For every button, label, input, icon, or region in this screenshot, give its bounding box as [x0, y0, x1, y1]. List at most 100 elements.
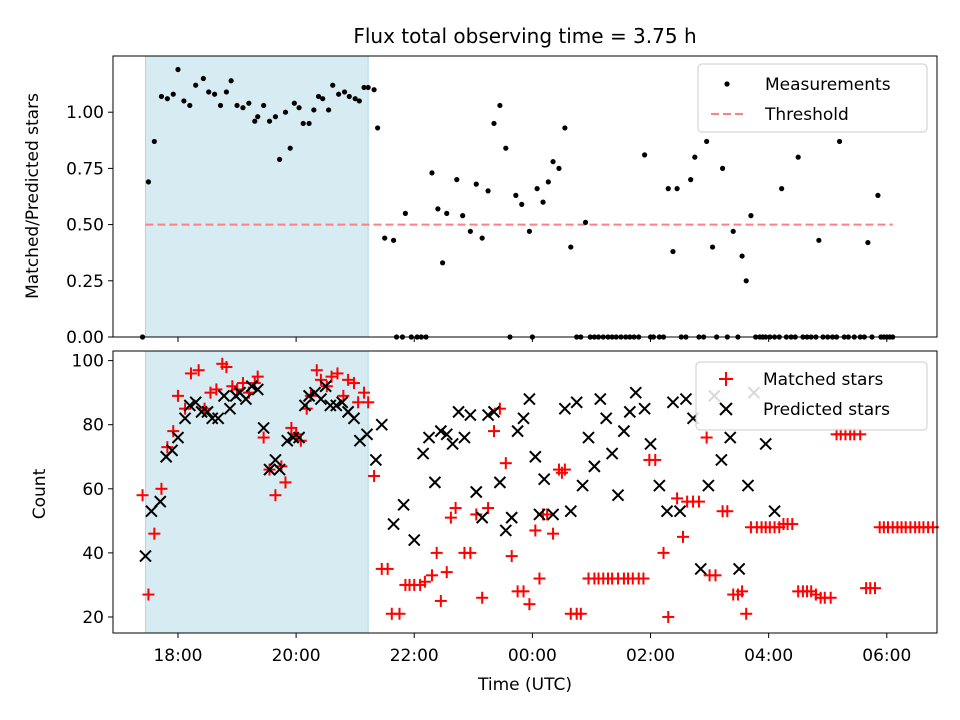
measurement-point	[341, 89, 348, 95]
measurement-point	[670, 248, 676, 255]
y-tick-label: 20	[82, 608, 104, 628]
x-tick-label: 06:00	[862, 646, 911, 666]
measurement-point	[460, 213, 466, 219]
measurement-point	[454, 177, 460, 183]
predicted-star-point	[481, 408, 495, 422]
predicted-star-point	[201, 405, 214, 419]
matched-star-point	[671, 492, 684, 505]
measurement-point	[503, 145, 509, 151]
predicted-star-point	[408, 533, 421, 547]
matched-star-point	[331, 367, 344, 380]
measurement-point	[467, 228, 473, 234]
predicted-star-point	[245, 380, 259, 393]
predicted-star-point	[171, 431, 185, 444]
y-tick-label: 40	[82, 544, 104, 564]
measurement-point	[642, 152, 648, 158]
measurement-point	[545, 179, 551, 185]
predicted-star-point	[558, 402, 572, 415]
predicted-star-point	[694, 562, 707, 576]
matched-star-point	[499, 457, 512, 470]
predicted-star-point	[314, 392, 328, 406]
predicted-star-point	[533, 508, 546, 521]
predicted-star-point	[724, 431, 737, 444]
x-tick-label: 00:00	[508, 646, 557, 666]
measurement-point	[719, 165, 726, 171]
matched-star-point	[649, 453, 662, 466]
y-tick-label: 0.00	[66, 328, 104, 348]
measurement-point	[315, 93, 322, 100]
matched-star-point	[662, 610, 675, 623]
measurement-point	[320, 96, 326, 102]
measurement-point	[276, 156, 283, 163]
measurement-point	[228, 78, 234, 84]
y-tick-label: 0.50	[66, 216, 104, 236]
measurement-point	[175, 66, 181, 73]
predicted-star-point	[464, 408, 477, 422]
predicted-star-point	[653, 479, 666, 492]
measurement-point	[748, 213, 754, 219]
matched-star-point	[179, 402, 192, 415]
matched-star-point	[142, 588, 155, 601]
predicted-star-point	[335, 396, 349, 409]
measurement-point	[665, 186, 671, 192]
measurement-point	[402, 210, 408, 216]
matched-star-point	[251, 370, 264, 383]
matched-star-point	[236, 377, 249, 390]
top-panel: Flux total observing time = 3.75 h 0.000…	[23, 24, 938, 348]
y-tick-label: 60	[82, 480, 104, 500]
measurement-point	[390, 237, 397, 243]
measurement-point	[479, 235, 485, 241]
y-axis-ticks: 0.00 0.25 0.50 0.75 1.00	[66, 103, 113, 348]
matched-star-point	[393, 607, 406, 620]
measurement-point	[519, 201, 525, 207]
legend-box	[695, 361, 928, 431]
matched-star-point	[368, 469, 381, 482]
predicted-star-point	[324, 399, 337, 412]
predicted-star-point	[768, 505, 781, 518]
matched-star-point	[740, 607, 753, 620]
matched-star-point	[210, 383, 223, 396]
predicted-star-point	[139, 549, 152, 563]
matched-star-point	[418, 575, 431, 588]
predicted-star-point	[629, 386, 642, 399]
matched-star-point	[161, 441, 174, 454]
chart-title: Flux total observing time = 3.75 h	[353, 24, 696, 48]
measurement-point	[145, 179, 152, 185]
matched-star-point	[184, 367, 197, 380]
predicted-star-point	[302, 389, 316, 403]
daylight-span	[144, 350, 369, 634]
matched-star-point	[434, 594, 447, 607]
measurement-point	[473, 181, 479, 187]
predicted-star-point	[715, 453, 728, 467]
matched-star-point	[425, 569, 438, 582]
predicted-star-point	[178, 412, 192, 425]
predicted-star-point	[611, 488, 625, 502]
y-tick-label: 100	[72, 352, 104, 372]
predicted-star-point	[298, 399, 312, 412]
measurement-point	[704, 138, 710, 145]
predicted-star-point	[582, 431, 595, 444]
measurement-point	[875, 192, 881, 198]
predicted-star-point	[369, 453, 383, 467]
measurement-point	[300, 120, 306, 127]
measurement-point	[688, 177, 694, 183]
measurement-point	[429, 170, 435, 176]
predicted-star-point	[347, 412, 361, 425]
predicted-star-point	[505, 511, 518, 524]
measurement-point	[266, 118, 273, 124]
predicted-star-point	[666, 396, 680, 409]
predicted-star-point	[499, 524, 513, 537]
predicted-star-point	[529, 450, 542, 463]
matched-star-point	[155, 482, 168, 495]
matched-star-point	[449, 502, 462, 515]
measurement-point	[325, 107, 332, 113]
predicted-star-point	[211, 412, 225, 425]
measurement-point	[709, 244, 716, 250]
matched-star-point	[192, 364, 205, 377]
matched-star-point	[362, 396, 375, 409]
matched-star-point	[285, 421, 298, 434]
measurement-point	[435, 206, 441, 212]
matched-star-point	[558, 463, 571, 476]
matched-star-point	[868, 582, 881, 595]
predicted-star-point	[458, 431, 471, 444]
